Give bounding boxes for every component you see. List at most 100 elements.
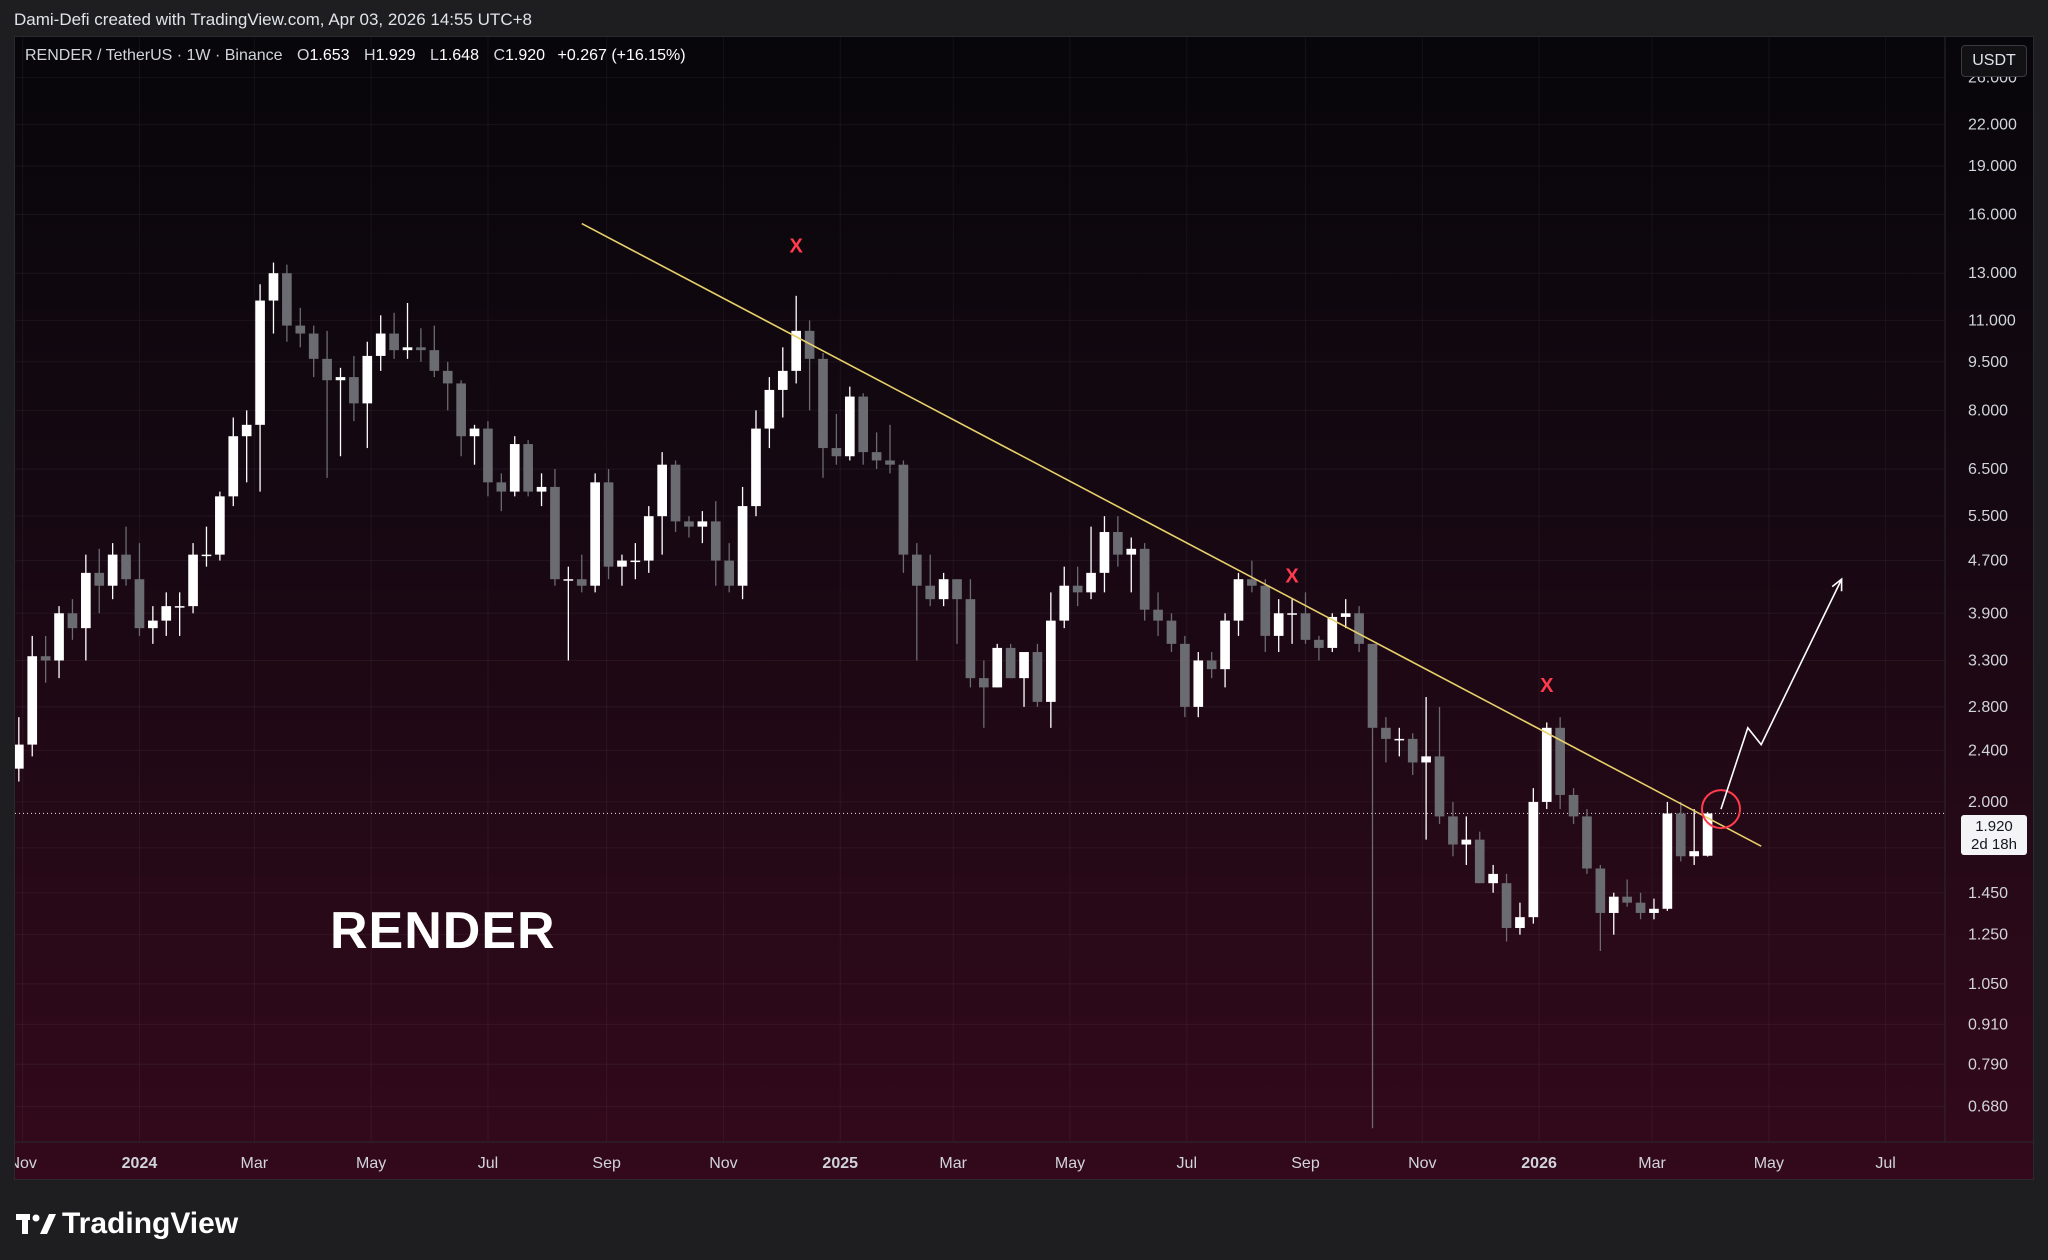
candle-body (174, 606, 185, 608)
candle-body (509, 444, 520, 492)
candle-body (442, 370, 453, 384)
candle-body (1595, 868, 1606, 913)
price-tick-label: 1.250 (1968, 927, 2008, 944)
time-tick-label: Jul (1177, 1155, 1197, 1172)
candle-body (965, 599, 976, 679)
candle-body (911, 554, 922, 586)
low-label: L (430, 47, 439, 64)
candlestick-chart[interactable]: 26.00022.00019.00016.00013.00011.0009.50… (15, 37, 2034, 1180)
bar-countdown: 2d 18h (1971, 836, 2017, 853)
candle-body (201, 554, 212, 557)
time-tick-label: May (1754, 1155, 1784, 1172)
candle-body (483, 428, 493, 483)
rejection-marker: X (1285, 565, 1299, 587)
candle-body (804, 330, 815, 359)
attribution-text: Dami-Defi created with TradingView.com, … (14, 10, 532, 29)
close-value: 1.920 (505, 47, 546, 64)
candle-body (1622, 896, 1632, 903)
time-tick-label: Jul (478, 1155, 498, 1172)
candle-body (871, 452, 882, 461)
candle-body (308, 333, 319, 359)
candle-body (925, 585, 936, 600)
time-tick-label: Sep (592, 1155, 621, 1172)
price-tick-label: 0.680 (1968, 1099, 2008, 1116)
candle-body (1488, 873, 1498, 884)
candle-body (161, 606, 172, 621)
candle-body (1327, 616, 1338, 648)
candle-body (1126, 548, 1137, 555)
candle-body (67, 613, 78, 629)
candle-body (1220, 620, 1230, 670)
candle-body (1260, 585, 1271, 636)
candle-body (938, 579, 949, 600)
time-tick-label: Nov (709, 1155, 737, 1172)
footer: TradingView (0, 1180, 2048, 1260)
candle-body (1354, 613, 1364, 644)
candle-body (241, 424, 252, 437)
price-tick-label: 1.050 (1968, 976, 2008, 993)
projection-path (1720, 578, 1843, 810)
candle-body (54, 613, 64, 661)
candle-body (1582, 816, 1592, 869)
candle-body (844, 396, 855, 457)
candle-body (134, 579, 145, 629)
candle-body (1072, 585, 1083, 593)
candle-body (1649, 908, 1659, 913)
ohlc-legend: RENDER / TetherUS · 1W · Binance O1.653 … (25, 47, 686, 65)
candle-body (1005, 647, 1016, 679)
candle-body (1046, 620, 1056, 702)
candle-body (1059, 585, 1070, 621)
candle-body (1287, 613, 1297, 615)
candle-body (81, 572, 91, 629)
candle-body (1675, 813, 1686, 857)
price-tick-label: 19.000 (1968, 158, 2017, 175)
time-tick-label: Mar (241, 1155, 269, 1172)
candle-body (121, 554, 131, 580)
high-value: 1.929 (375, 47, 416, 64)
open-value: 1.653 (309, 47, 350, 64)
tradingview-logo[interactable]: TradingView (16, 1206, 238, 1241)
price-tick-label: 1.450 (1968, 885, 2008, 902)
candle-body (737, 506, 748, 586)
candle-body (1367, 643, 1378, 728)
candle-body (751, 428, 761, 507)
candle-body (1448, 816, 1458, 845)
symbol-label: RENDER / TetherUS · 1W · Binance (25, 47, 283, 64)
candle-body (1568, 794, 1579, 817)
candle-body (456, 383, 466, 437)
candle-body (643, 516, 654, 561)
candle-body (1702, 813, 1713, 856)
price-tick-label: 22.000 (1968, 117, 2017, 134)
breakout-circle (1700, 789, 1741, 830)
time-tick-label: Nov (1408, 1155, 1436, 1172)
candle-body (402, 347, 413, 351)
candle-body (1608, 896, 1619, 913)
time-tick-label: 2026 (1521, 1155, 1557, 1172)
candle-body (335, 377, 346, 381)
price-tick-label: 3.900 (1968, 605, 2008, 622)
time-tick-label: Jul (1875, 1155, 1895, 1172)
candle-body (1635, 902, 1646, 913)
candle-body (657, 464, 667, 517)
high-label: H (363, 47, 376, 64)
candle-body (1180, 643, 1190, 707)
candle-body (1555, 727, 1565, 795)
price-tick-label: 2.800 (1968, 699, 2008, 716)
candle-body (563, 579, 574, 581)
candle-body (1099, 532, 1110, 573)
candle-body (858, 396, 869, 453)
candle-body (536, 486, 547, 492)
candle-body (1474, 839, 1485, 884)
currency-button[interactable]: USDT (1961, 45, 2027, 77)
candle-body (40, 656, 51, 661)
time-tick-label: 2024 (122, 1155, 158, 1172)
candle-body (1434, 756, 1445, 817)
candle-body (1528, 801, 1539, 918)
price-tick-label: 3.300 (1968, 652, 2008, 669)
candle-body (550, 486, 560, 580)
candle-body (429, 350, 440, 371)
tradingview-icon (16, 1214, 56, 1235)
candle-body (764, 389, 775, 429)
chart-pane[interactable]: 26.000 22.000 19.000 16.000 13.000 11.000 9.50… (14, 36, 2034, 1180)
candle-body (1247, 579, 1257, 586)
